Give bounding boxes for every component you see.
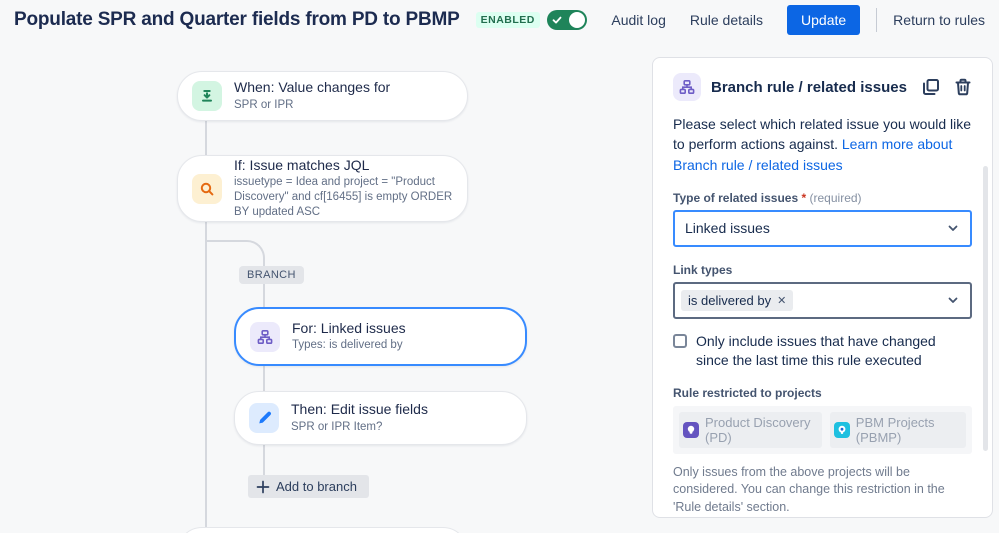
rule-details-link[interactable]: Rule details <box>689 12 764 28</box>
header-divider <box>876 8 878 32</box>
product-discovery-project-icon <box>683 421 699 438</box>
link-types-select[interactable]: is delivered by ✕ <box>673 281 972 319</box>
search-icon <box>192 173 222 204</box>
node-trigger-value-changes[interactable]: When: Value changes for SPR or IPR <box>177 71 468 121</box>
projects-note: Only issues from the above projects will… <box>673 464 945 514</box>
only-changed-issues-label: Only include issues that have changed si… <box>696 332 936 368</box>
node-subtitle: SPR or IPR Item? <box>291 420 383 433</box>
branch-label: BRANCH <box>239 266 304 284</box>
node-partial-bottom[interactable] <box>177 527 468 533</box>
only-changed-issues-checkbox[interactable] <box>673 333 687 348</box>
panel-scrollbar[interactable] <box>983 166 988 451</box>
branch-connector <box>263 266 265 475</box>
duplicate-component-button[interactable] <box>922 78 940 96</box>
return-to-rules-link[interactable]: Return to rules <box>893 12 985 28</box>
node-subtitle: SPR or IPR <box>234 98 294 111</box>
link-types-label: Link types <box>673 262 733 277</box>
learn-more-link[interactable]: Learn more about Branch rule / related i… <box>673 136 953 173</box>
panel-description: Please select which related issue you wo… <box>673 114 972 175</box>
pbm-projects-project-icon <box>833 421 850 438</box>
toggle-knob <box>569 12 586 28</box>
branch-elbow-connector <box>205 240 265 268</box>
add-to-branch-label: Add to branch <box>276 479 357 494</box>
node-title: When: Value changes for <box>234 79 391 96</box>
link-type-tag-label: is delivered by <box>688 292 772 308</box>
branch-rule-config-panel: Branch rule / related issues Please sele… <box>652 57 993 518</box>
main-trunk-connector <box>205 120 207 527</box>
add-to-branch-button[interactable]: Add to branch <box>248 475 369 498</box>
required-asterisk: * <box>801 190 807 205</box>
audit-log-link[interactable]: Audit log <box>611 12 666 28</box>
node-title: Then: Edit issue fields <box>291 401 428 418</box>
value-changed-icon <box>192 81 222 111</box>
related-issue-type-select[interactable]: Linked issues <box>673 209 972 247</box>
node-branch-linked-issues[interactable]: For: Linked issues Types: is delivered b… <box>234 307 527 366</box>
rule-enabled-toggle[interactable] <box>547 10 588 30</box>
node-action-edit-fields[interactable]: Then: Edit issue fields SPR or IPR Item? <box>234 391 527 445</box>
panel-title: Branch rule / related issues <box>711 78 907 96</box>
field-label-text: Type of related issues <box>673 190 799 205</box>
node-subtitle: issuetype = Idea and project = "Product … <box>234 176 453 219</box>
check-icon <box>552 16 562 24</box>
selected-type-value: Linked issues <box>685 220 770 237</box>
chevron-down-icon <box>948 297 958 304</box>
project-tag-label: PBM Projects (PBMP) <box>855 414 935 445</box>
trash-icon <box>955 78 971 96</box>
copy-icon <box>923 79 939 95</box>
remove-tag-icon[interactable]: ✕ <box>777 294 787 307</box>
project-tag: Product Discovery (PD) <box>679 411 822 448</box>
rule-header: Populate SPR and Quarter fields from PD … <box>0 0 999 40</box>
delete-component-button[interactable] <box>954 78 972 96</box>
project-tag: PBM Projects (PBMP) <box>829 411 966 448</box>
node-condition-jql[interactable]: If: Issue matches JQL issuetype = Idea a… <box>177 155 468 222</box>
link-type-tag: is delivered by ✕ <box>681 289 794 311</box>
project-tag-label: Product Discovery (PD) <box>705 414 811 445</box>
required-hint: (required) <box>809 190 862 205</box>
rule-restricted-projects-label: Rule restricted to projects <box>673 385 822 400</box>
type-of-related-issues-label: Type of related issues * (required) <box>673 191 972 205</box>
branch-icon <box>673 73 701 101</box>
pencil-icon <box>249 403 279 433</box>
node-title: If: Issue matches JQL <box>234 156 370 173</box>
node-title: For: Linked issues <box>292 319 406 336</box>
restricted-projects-field: Product Discovery (PD) PBM Projects (PBM… <box>673 405 972 454</box>
status-badge: ENABLED <box>475 12 540 28</box>
node-subtitle: Types: is delivered by <box>292 339 403 352</box>
panel-description-text: Please select which related issue you wo… <box>673 116 972 153</box>
branch-icon <box>250 321 280 352</box>
update-button[interactable]: Update <box>787 5 861 35</box>
chevron-down-icon <box>948 225 958 232</box>
page-title: Populate SPR and Quarter fields from PD … <box>14 9 460 30</box>
plus-icon <box>256 480 270 493</box>
